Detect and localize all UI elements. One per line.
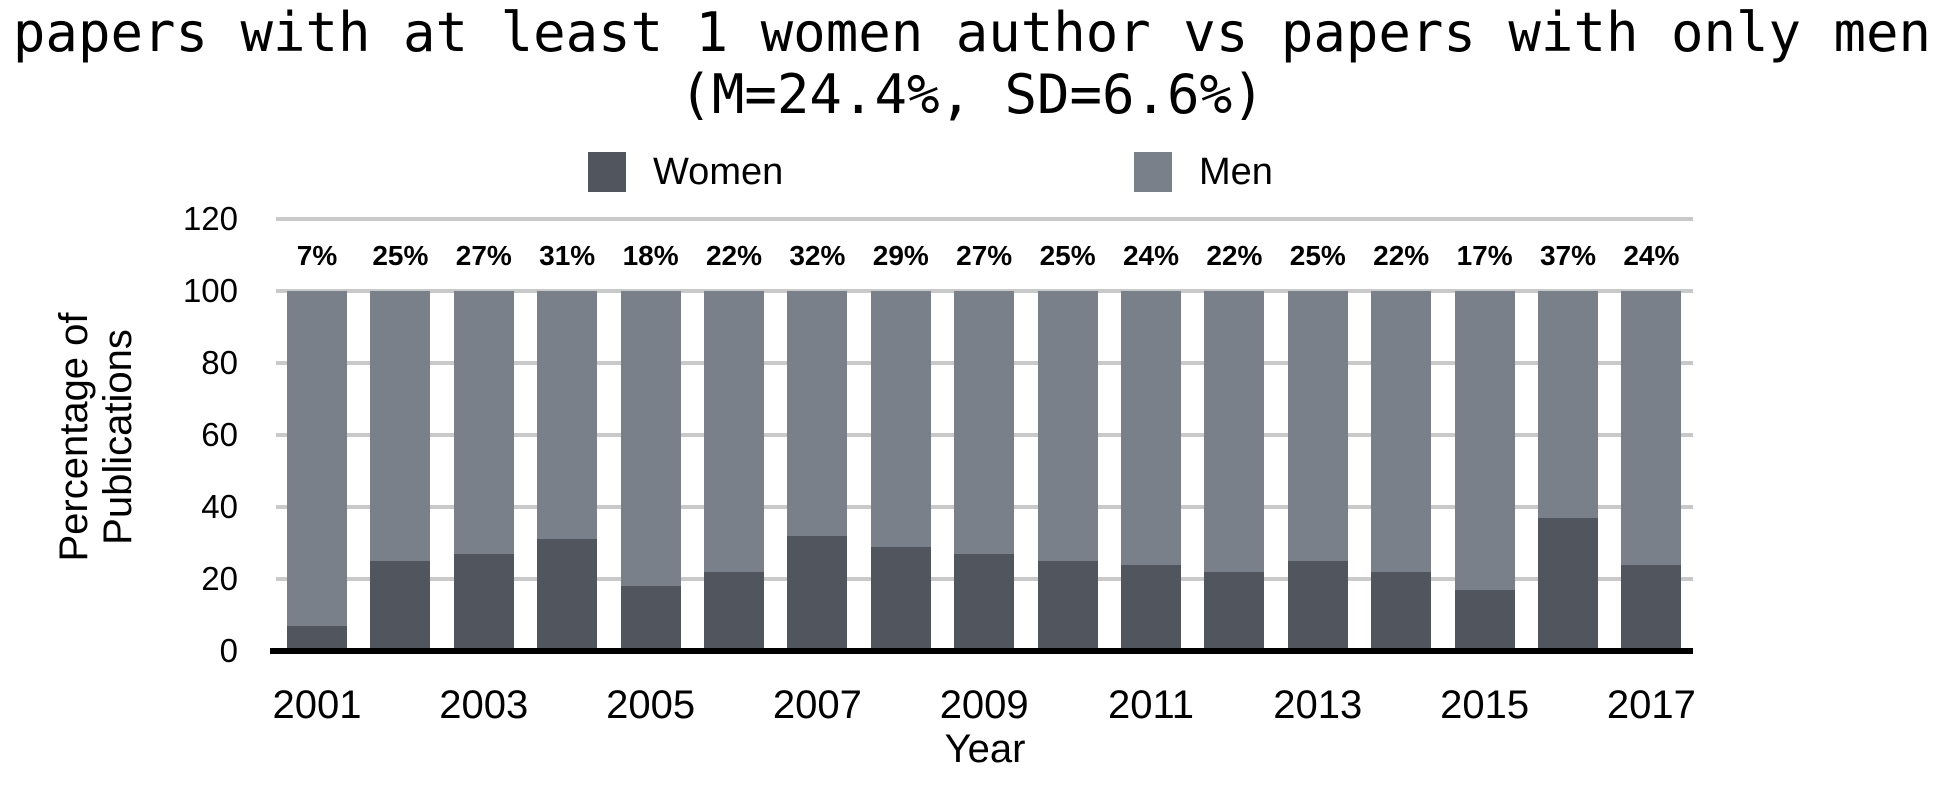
bar-value-label: 7% bbox=[296, 240, 338, 271]
bar-value-label: 22% bbox=[1206, 240, 1263, 271]
bar-value-label: 18% bbox=[622, 240, 679, 271]
bar-segment-men bbox=[620, 291, 681, 587]
y-tick-label: 80 bbox=[201, 344, 238, 381]
bar-segment-women bbox=[870, 546, 931, 651]
bar-segment-women bbox=[287, 625, 347, 651]
bar-segment-men bbox=[287, 291, 347, 626]
bar-segment-men bbox=[1037, 291, 1098, 561]
y-tick-label: 40 bbox=[201, 488, 238, 525]
legend-men-label: Men bbox=[1199, 151, 1273, 193]
bar-segment-women bbox=[1371, 571, 1432, 651]
bar-value-label: 22% bbox=[1373, 240, 1430, 271]
gridline bbox=[276, 217, 1693, 221]
x-tick-label: 2011 bbox=[1107, 683, 1194, 727]
bar-segment-women bbox=[1037, 561, 1098, 651]
bar-value-label: 31% bbox=[539, 240, 596, 271]
y-tick-label: 20 bbox=[201, 560, 238, 597]
bar-segment-women bbox=[370, 561, 431, 651]
bar-segment-women bbox=[954, 553, 1015, 651]
x-tick-label: 2015 bbox=[1440, 683, 1530, 727]
y-axis-title-line2: Publications bbox=[96, 329, 140, 545]
y-tick-label: 60 bbox=[201, 416, 238, 453]
bar-segment-men bbox=[787, 291, 848, 536]
x-tick-label: 2007 bbox=[772, 683, 862, 727]
legend-item-women: Women bbox=[588, 151, 783, 193]
y-axis-title: Percentage of Publications bbox=[52, 312, 140, 561]
bar-value-label: 32% bbox=[789, 240, 846, 271]
bar-value-label: 25% bbox=[372, 240, 429, 271]
bar-segment-women bbox=[1121, 564, 1181, 651]
bar-value-label: 17% bbox=[1456, 240, 1513, 271]
bar-segment-men bbox=[1454, 291, 1515, 590]
bar-segment-women bbox=[620, 586, 681, 651]
bar-segment-women bbox=[787, 535, 848, 651]
y-tick-label: 120 bbox=[182, 200, 238, 237]
bar-segment-women bbox=[1621, 564, 1682, 651]
bar-segment-women bbox=[537, 539, 598, 651]
x-axis-line bbox=[270, 648, 1693, 654]
x-tick-label: 2009 bbox=[939, 683, 1029, 727]
chart-title-line1: papers with at least 1 women author vs p… bbox=[12, 1, 1932, 64]
bar-segment-women bbox=[1538, 517, 1598, 651]
bar-segment-men bbox=[1621, 291, 1682, 565]
bar-value-label: 24% bbox=[1122, 240, 1180, 271]
bar-segment-men bbox=[370, 291, 431, 561]
legend-women-swatch bbox=[588, 152, 626, 192]
bar-segment-men bbox=[1121, 291, 1181, 565]
bar-segment-men bbox=[537, 291, 598, 540]
legend-women-label: Women bbox=[653, 151, 784, 193]
chart-title-line2: (M=24.4%, SD=6.6%) bbox=[679, 63, 1265, 126]
bar-value-label: 22% bbox=[705, 240, 763, 271]
bar-segment-men bbox=[1538, 291, 1598, 518]
bar-value-label: 27% bbox=[956, 240, 1013, 271]
x-axis-title: Year bbox=[944, 727, 1026, 771]
x-tick-label: 2005 bbox=[606, 683, 696, 727]
bar-segment-women bbox=[1287, 561, 1348, 651]
bar-segment-men bbox=[954, 291, 1015, 554]
y-tick-label: 100 bbox=[182, 272, 238, 309]
bar-value-label: 24% bbox=[1623, 240, 1680, 271]
legend-men-swatch bbox=[1134, 152, 1172, 192]
bar-value-label: 29% bbox=[872, 240, 929, 271]
bar-segment-men bbox=[1204, 291, 1265, 572]
bar-value-label: 25% bbox=[1289, 240, 1346, 271]
bar-segment-men bbox=[870, 291, 931, 547]
bar-segment-men bbox=[1287, 291, 1348, 561]
bar-segment-women bbox=[453, 553, 514, 651]
x-tick-label: 2003 bbox=[439, 683, 529, 727]
x-tick-label: 2017 bbox=[1606, 683, 1696, 727]
bar-value-label: 37% bbox=[1539, 240, 1597, 271]
bar-value-label: 25% bbox=[1039, 240, 1096, 271]
x-tick-label: 2013 bbox=[1273, 683, 1363, 727]
bar-segment-men bbox=[704, 291, 764, 572]
bar-segment-men bbox=[1371, 291, 1432, 572]
bar-segment-women bbox=[1454, 589, 1515, 651]
bar-segment-men bbox=[453, 291, 514, 554]
legend-item-men: Men bbox=[1134, 151, 1273, 193]
bar-segment-women bbox=[1204, 571, 1265, 651]
y-tick-label: 0 bbox=[219, 632, 238, 669]
x-tick-label: 2001 bbox=[272, 683, 362, 727]
bar-segment-women bbox=[704, 571, 764, 651]
y-axis-title-line1: Percentage of bbox=[52, 312, 96, 562]
bar-value-label: 27% bbox=[455, 240, 512, 271]
